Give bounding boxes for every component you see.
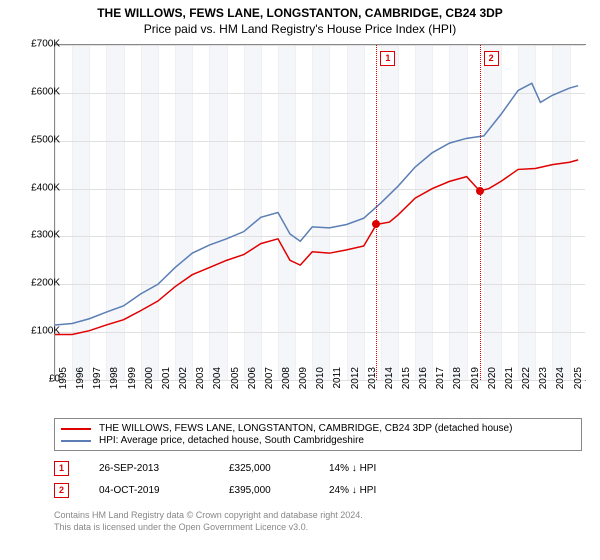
event-vertical-line (376, 45, 377, 380)
y-axis-label: £200K (10, 278, 60, 289)
y-axis-label: £500K (10, 134, 60, 145)
x-axis-label: 2001 (161, 367, 172, 397)
event-price-2: £395,000 (229, 485, 299, 496)
event-price-1: £325,000 (229, 463, 299, 474)
legend-row-series-1: THE WILLOWS, FEWS LANE, LONGSTANTON, CAM… (61, 423, 575, 434)
event-hpi-2: 24% ↓ HPI (329, 485, 409, 496)
x-axis-label: 2018 (452, 367, 463, 397)
chart-plot-area: 12 (54, 44, 586, 381)
footer-line-1: Contains HM Land Registry data © Crown c… (54, 510, 363, 522)
x-axis-label: 2008 (281, 367, 292, 397)
x-axis-label: 2011 (332, 367, 343, 397)
x-axis-label: 2009 (298, 367, 309, 397)
y-axis-label: £700K (10, 39, 60, 50)
event-date-1: 26-SEP-2013 (99, 463, 199, 474)
event-marker-on-chart: 2 (484, 51, 499, 66)
x-axis-label: 1995 (58, 367, 69, 397)
x-axis-label: 2024 (555, 367, 566, 397)
legend-label-2: HPI: Average price, detached house, Sout… (99, 435, 364, 446)
x-axis-label: 2002 (178, 367, 189, 397)
event-dot (372, 220, 380, 228)
x-axis-label: 2004 (212, 367, 223, 397)
x-axis-label: 2019 (470, 367, 481, 397)
legend-label-1: THE WILLOWS, FEWS LANE, LONGSTANTON, CAM… (99, 423, 512, 434)
x-axis-label: 2015 (401, 367, 412, 397)
x-axis-label: 2006 (247, 367, 258, 397)
x-axis-label: 2013 (367, 367, 378, 397)
legend-swatch-1 (61, 428, 91, 430)
event-marker-box-2: 2 (54, 483, 69, 498)
event-vertical-line (480, 45, 481, 380)
x-axis-label: 2005 (230, 367, 241, 397)
x-axis-label: 2007 (264, 367, 275, 397)
series-line-hpi (55, 83, 578, 325)
y-axis-label: £600K (10, 86, 60, 97)
y-axis-label: £100K (10, 326, 60, 337)
x-axis-label: 2022 (521, 367, 532, 397)
x-axis-label: 1997 (92, 367, 103, 397)
events-table: 1 26-SEP-2013 £325,000 14% ↓ HPI 2 04-OC… (54, 460, 409, 504)
event-marker-on-chart: 1 (380, 51, 395, 66)
x-axis-label: 1996 (75, 367, 86, 397)
chart-title-main: THE WILLOWS, FEWS LANE, LONGSTANTON, CAM… (0, 6, 600, 20)
x-axis-label: 2014 (384, 367, 395, 397)
x-axis-label: 1999 (127, 367, 138, 397)
legend-row-series-2: HPI: Average price, detached house, Sout… (61, 435, 575, 446)
x-axis-label: 2010 (315, 367, 326, 397)
y-axis-label: £300K (10, 230, 60, 241)
event-hpi-1: 14% ↓ HPI (329, 463, 409, 474)
x-axis-label: 2025 (573, 367, 584, 397)
event-marker-box-1: 1 (54, 461, 69, 476)
events-table-row-1: 1 26-SEP-2013 £325,000 14% ↓ HPI (54, 460, 409, 476)
event-dot (476, 187, 484, 195)
chart-title-sub: Price paid vs. HM Land Registry's House … (0, 22, 600, 36)
x-axis-label: 2023 (538, 367, 549, 397)
x-axis-label: 2000 (144, 367, 155, 397)
series-line-price_paid (55, 160, 578, 335)
chart-title-block: THE WILLOWS, FEWS LANE, LONGSTANTON, CAM… (0, 0, 600, 36)
x-axis-label: 2012 (350, 367, 361, 397)
footer-attribution: Contains HM Land Registry data © Crown c… (54, 510, 363, 533)
events-table-row-2: 2 04-OCT-2019 £395,000 24% ↓ HPI (54, 482, 409, 498)
y-axis-label: £0 (10, 374, 60, 385)
legend-swatch-2 (61, 440, 91, 442)
x-axis-label: 1998 (109, 367, 120, 397)
x-axis-label: 2016 (418, 367, 429, 397)
x-axis-label: 2017 (435, 367, 446, 397)
x-axis-label: 2003 (195, 367, 206, 397)
chart-lines-svg (55, 45, 585, 380)
x-axis-label: 2020 (487, 367, 498, 397)
footer-line-2: This data is licensed under the Open Gov… (54, 522, 363, 534)
event-date-2: 04-OCT-2019 (99, 485, 199, 496)
chart-legend: THE WILLOWS, FEWS LANE, LONGSTANTON, CAM… (54, 418, 582, 451)
x-axis-label: 2021 (504, 367, 515, 397)
y-axis-label: £400K (10, 182, 60, 193)
